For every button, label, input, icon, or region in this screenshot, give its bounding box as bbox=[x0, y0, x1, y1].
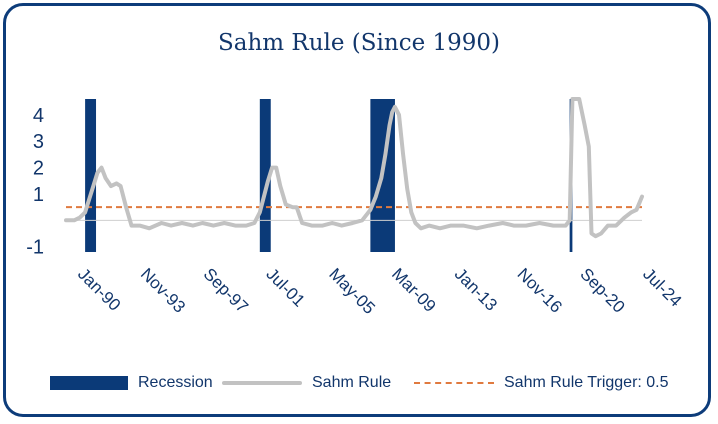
y-tick-label: 3 bbox=[33, 131, 44, 153]
y-tick-label: 4 bbox=[33, 105, 44, 127]
y-tick-label: -1 bbox=[26, 237, 44, 259]
x-tick-label: Jul-24 bbox=[639, 264, 685, 310]
x-tick-label: May-05 bbox=[325, 264, 379, 318]
chart-title: Sahm Rule (Since 1990) bbox=[217, 30, 501, 56]
sahm-rule-series bbox=[64, 97, 644, 239]
recession-band-1 bbox=[85, 99, 97, 252]
legend-swatch-sahm-rule bbox=[222, 381, 302, 385]
legend-swatch-trigger bbox=[414, 382, 494, 384]
legend-label-trigger: Sahm Rule Trigger: 0.5 bbox=[504, 374, 669, 391]
x-tick-labels: Jan-90 Nov-93 Sep-97 Jul-01 May-05 Mar-09 Jan-… bbox=[74, 264, 685, 318]
legend-label-recession: Recession bbox=[138, 374, 213, 391]
x-tick-label: Mar-09 bbox=[388, 264, 440, 316]
recession-band-2 bbox=[259, 99, 271, 252]
sahm-rule-line bbox=[64, 97, 644, 239]
x-tick-label: Nov-16 bbox=[514, 264, 566, 316]
legend-label-sahm-rule: Sahm Rule bbox=[312, 374, 392, 391]
x-tick-label: Jan-13 bbox=[451, 264, 501, 314]
x-tick-label: Sep-97 bbox=[200, 264, 252, 316]
chart-frame bbox=[3, 3, 711, 417]
legend-swatch-recession bbox=[50, 376, 128, 390]
y-tick-label: 2 bbox=[33, 158, 44, 180]
chart-legend: Recession Sahm Rule Sahm Rule Trigger: 0… bbox=[0, 371, 718, 395]
x-tick-label: Sep-20 bbox=[576, 264, 628, 316]
y-tick-labels: -1 1 2 3 4 bbox=[26, 105, 44, 259]
legend-item-recession: Recession bbox=[50, 371, 213, 395]
y-tick-label: 1 bbox=[33, 184, 44, 206]
x-tick-label: Nov-93 bbox=[137, 264, 189, 316]
x-tick-label: Jul-01 bbox=[262, 264, 308, 310]
legend-item-sahm-rule: Sahm Rule bbox=[222, 371, 391, 395]
recession-bands bbox=[85, 99, 573, 252]
legend-item-trigger: Sahm Rule Trigger: 0.5 bbox=[414, 371, 669, 395]
x-tick-label: Jan-90 bbox=[74, 264, 124, 314]
